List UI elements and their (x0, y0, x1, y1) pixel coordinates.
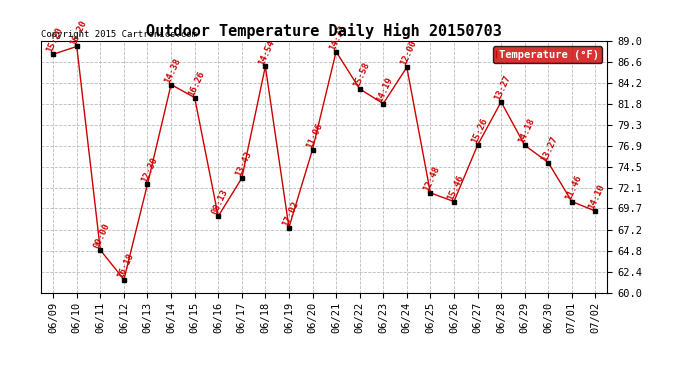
Title: Outdoor Temperature Daily High 20150703: Outdoor Temperature Daily High 20150703 (146, 23, 502, 39)
Text: 12:00: 12:00 (399, 39, 418, 67)
Text: 16:20: 16:20 (68, 18, 88, 46)
Legend: Temperature (°F): Temperature (°F) (493, 46, 602, 63)
Text: 13:27: 13:27 (493, 74, 513, 102)
Text: 12:30: 12:30 (139, 156, 159, 184)
Text: 15:26: 15:26 (469, 117, 489, 145)
Text: 14:38: 14:38 (163, 56, 182, 85)
Text: 11:46: 11:46 (564, 173, 583, 201)
Text: 14:19: 14:19 (375, 75, 395, 104)
Text: 15:20: 15:20 (45, 26, 65, 54)
Text: 14:10: 14:10 (587, 183, 607, 211)
Text: 16:18: 16:18 (116, 251, 135, 279)
Text: 14:18: 14:18 (517, 117, 536, 145)
Text: Copyright 2015 Cartronics.com: Copyright 2015 Cartronics.com (41, 30, 197, 39)
Text: 14:32: 14:32 (328, 24, 348, 52)
Text: 17:02: 17:02 (281, 200, 300, 228)
Text: 00:00: 00:00 (92, 222, 112, 250)
Text: 15:46: 15:46 (446, 173, 465, 201)
Text: 08:13: 08:13 (210, 188, 230, 216)
Text: 15:58: 15:58 (351, 61, 371, 89)
Text: 13:27: 13:27 (540, 134, 560, 162)
Text: 13:43: 13:43 (234, 150, 253, 178)
Text: 12:48: 12:48 (422, 165, 442, 193)
Text: 11:06: 11:06 (304, 122, 324, 150)
Text: 14:54: 14:54 (257, 38, 277, 66)
Text: 16:26: 16:26 (186, 69, 206, 98)
